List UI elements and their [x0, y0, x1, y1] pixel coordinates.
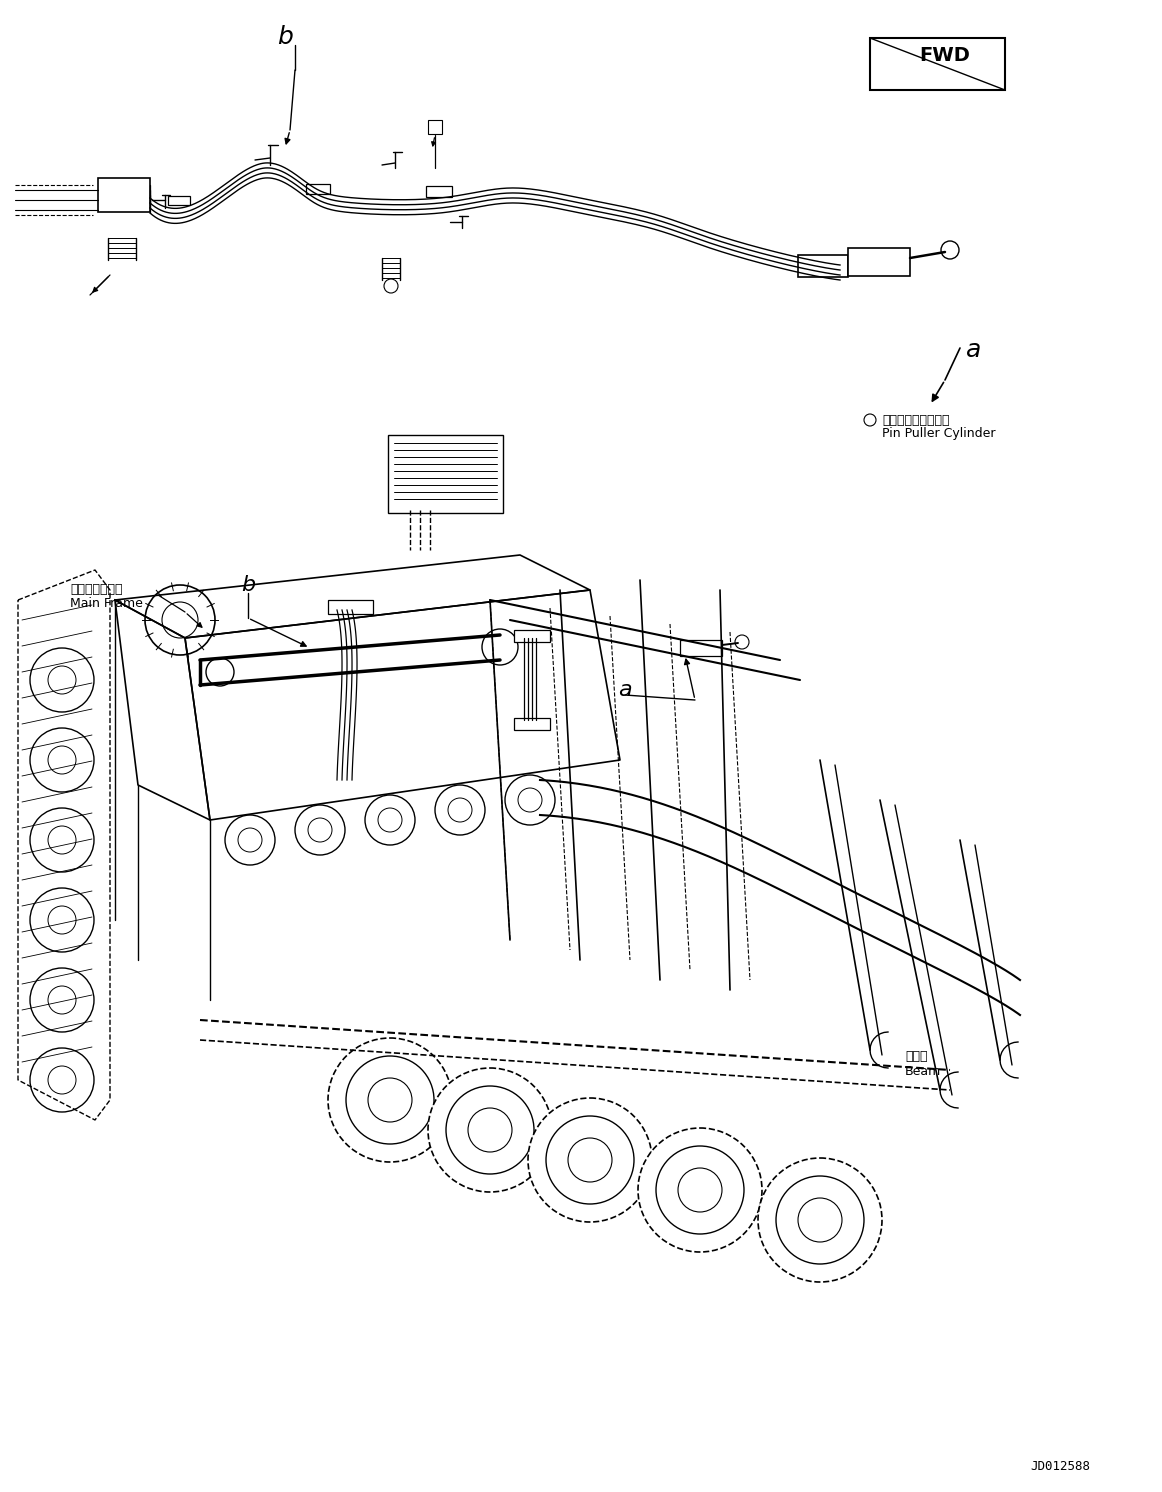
Circle shape	[368, 1079, 413, 1122]
Circle shape	[48, 1065, 76, 1094]
Circle shape	[383, 279, 399, 292]
Circle shape	[48, 827, 76, 853]
Circle shape	[30, 648, 94, 712]
Circle shape	[30, 968, 94, 1032]
Circle shape	[206, 658, 234, 686]
Circle shape	[677, 1168, 722, 1212]
Bar	[798, 255, 848, 278]
Circle shape	[546, 1116, 634, 1204]
Circle shape	[446, 1086, 535, 1174]
Text: b: b	[277, 25, 293, 49]
Bar	[514, 718, 550, 730]
Circle shape	[48, 906, 76, 934]
Circle shape	[295, 806, 345, 855]
Circle shape	[482, 630, 518, 665]
Circle shape	[30, 1047, 94, 1112]
Bar	[426, 186, 452, 197]
Bar	[848, 248, 910, 276]
Circle shape	[941, 242, 959, 260]
Circle shape	[162, 601, 198, 639]
Circle shape	[30, 809, 94, 871]
Text: Beam: Beam	[905, 1065, 941, 1079]
Bar	[388, 436, 503, 513]
Bar	[328, 600, 373, 615]
Circle shape	[378, 809, 402, 833]
Circle shape	[568, 1138, 612, 1182]
Text: Pin Puller Cylinder: Pin Puller Cylinder	[882, 427, 996, 440]
Circle shape	[865, 413, 876, 427]
Circle shape	[428, 1068, 552, 1192]
Circle shape	[346, 1056, 433, 1144]
Bar	[680, 640, 722, 656]
Circle shape	[449, 798, 472, 822]
Circle shape	[736, 636, 749, 649]
Circle shape	[328, 1038, 452, 1162]
Bar	[306, 184, 330, 194]
Circle shape	[308, 818, 332, 841]
Circle shape	[798, 1198, 842, 1241]
Circle shape	[435, 785, 485, 836]
Bar	[514, 630, 550, 642]
Circle shape	[48, 986, 76, 1015]
Text: JD012588: JD012588	[1030, 1461, 1090, 1473]
Circle shape	[505, 774, 555, 825]
Text: b: b	[241, 574, 256, 595]
Circle shape	[528, 1098, 652, 1222]
Bar	[168, 195, 191, 204]
Circle shape	[145, 585, 215, 655]
Text: a: a	[618, 680, 632, 700]
Circle shape	[48, 665, 76, 694]
Bar	[428, 119, 442, 134]
Circle shape	[225, 815, 275, 865]
Text: a: a	[966, 339, 982, 363]
Text: ピンプーラシリンダ: ピンプーラシリンダ	[882, 413, 949, 427]
Circle shape	[238, 828, 261, 852]
Circle shape	[48, 746, 76, 774]
Circle shape	[365, 795, 415, 844]
Circle shape	[657, 1146, 744, 1234]
Circle shape	[518, 788, 541, 812]
Text: メインフレーム: メインフレーム	[70, 583, 122, 595]
Circle shape	[776, 1176, 865, 1264]
Circle shape	[638, 1128, 762, 1252]
Bar	[870, 37, 1005, 90]
Circle shape	[468, 1109, 512, 1152]
Text: Main Frame: Main Frame	[70, 597, 143, 610]
Circle shape	[758, 1158, 882, 1282]
Text: ビーム: ビーム	[905, 1050, 927, 1062]
Text: FWD: FWD	[919, 46, 969, 64]
Bar	[98, 178, 150, 212]
Circle shape	[30, 888, 94, 952]
Circle shape	[30, 728, 94, 792]
